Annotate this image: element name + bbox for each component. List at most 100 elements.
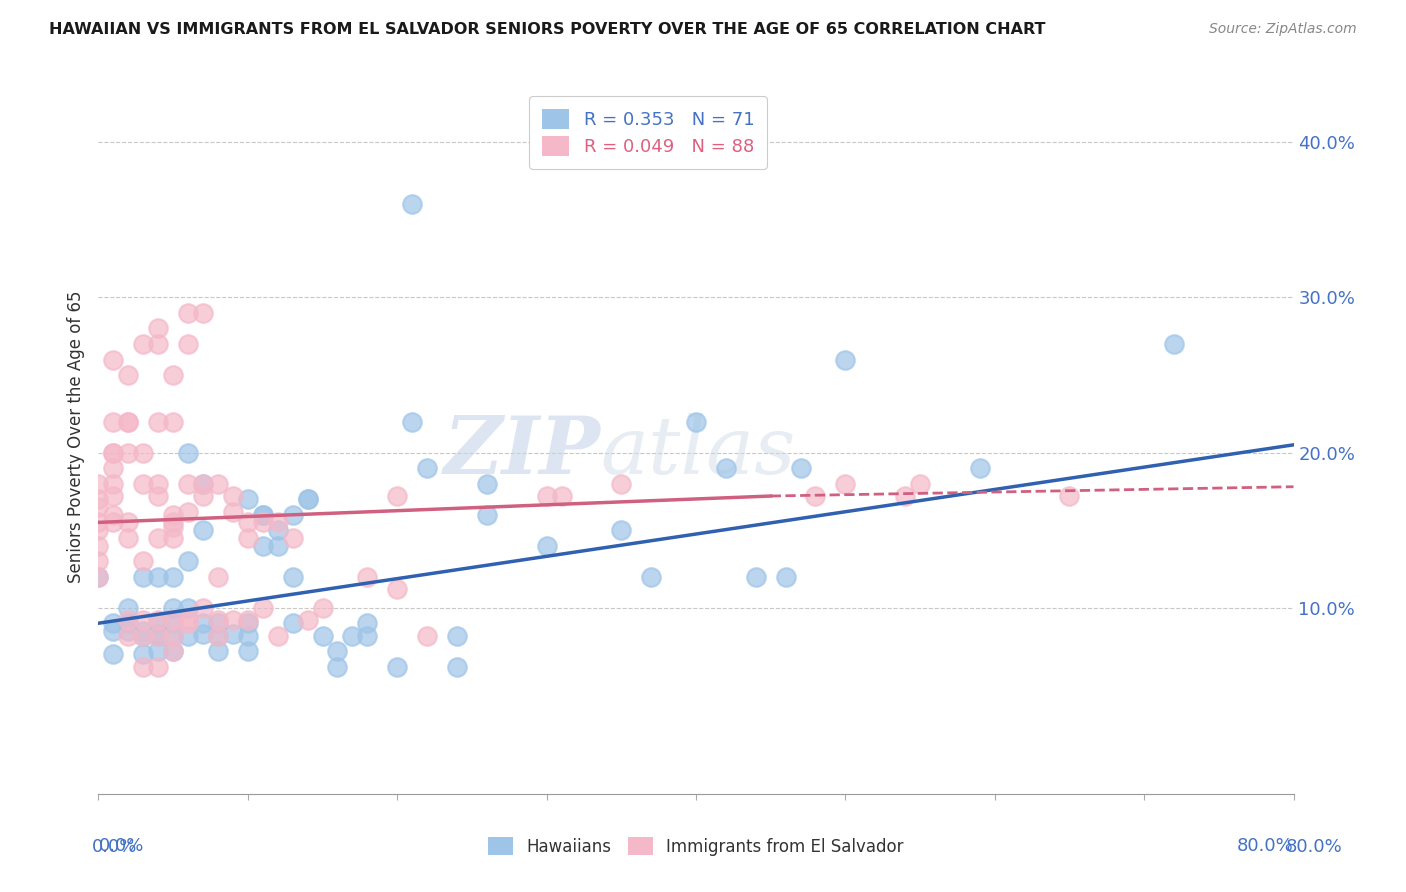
Point: [132, 647, 155, 661]
Point: [745, 570, 768, 584]
Point: [103, 508, 125, 522]
Point: [236, 492, 259, 507]
Point: [177, 613, 200, 627]
Point: [103, 415, 125, 429]
Point: [267, 629, 290, 643]
Point: [222, 489, 245, 503]
Point: [416, 629, 439, 643]
Point: [177, 504, 200, 518]
Point: [281, 570, 304, 584]
Point: [132, 570, 155, 584]
Point: [117, 368, 139, 382]
Point: [103, 461, 125, 475]
Point: [87, 554, 110, 568]
Text: 0.0%: 0.0%: [91, 838, 136, 856]
Point: [162, 570, 184, 584]
Point: [177, 476, 200, 491]
Point: [87, 516, 110, 530]
Y-axis label: Seniors Poverty Over the Age of 65: Seniors Poverty Over the Age of 65: [66, 291, 84, 583]
Point: [148, 321, 170, 335]
Point: [236, 629, 259, 643]
Point: [401, 415, 423, 429]
Point: [132, 337, 155, 351]
Point: [252, 508, 274, 522]
Point: [132, 659, 155, 673]
Legend: Hawaiians, Immigrants from El Salvador: Hawaiians, Immigrants from El Salvador: [479, 829, 912, 864]
Point: [162, 368, 184, 382]
Point: [148, 531, 170, 545]
Point: [148, 415, 170, 429]
Point: [177, 600, 200, 615]
Point: [132, 624, 155, 638]
Text: HAWAIIAN VS IMMIGRANTS FROM EL SALVADOR SENIORS POVERTY OVER THE AGE OF 65 CORRE: HAWAIIAN VS IMMIGRANTS FROM EL SALVADOR …: [49, 22, 1046, 37]
Point: [342, 629, 364, 643]
Point: [148, 337, 170, 351]
Point: [385, 659, 409, 673]
Point: [191, 616, 214, 631]
Point: [162, 613, 184, 627]
Point: [894, 489, 917, 503]
Text: Source: ZipAtlas.com: Source: ZipAtlas.com: [1209, 22, 1357, 37]
Point: [385, 489, 409, 503]
Point: [207, 629, 229, 643]
Point: [148, 629, 170, 643]
Point: [252, 516, 274, 530]
Point: [103, 647, 125, 661]
Point: [87, 476, 110, 491]
Point: [148, 613, 170, 627]
Point: [610, 476, 633, 491]
Text: 80.0%: 80.0%: [1286, 838, 1343, 856]
Point: [207, 616, 229, 631]
Point: [177, 629, 200, 643]
Point: [191, 476, 214, 491]
Point: [236, 613, 259, 627]
Point: [117, 531, 139, 545]
Point: [148, 570, 170, 584]
Point: [177, 616, 200, 631]
Point: [207, 613, 229, 627]
Point: [87, 492, 110, 507]
Text: 0.0%: 0.0%: [98, 837, 143, 855]
Point: [326, 644, 349, 658]
Point: [267, 516, 290, 530]
Point: [132, 554, 155, 568]
Point: [117, 613, 139, 627]
Point: [191, 306, 214, 320]
Point: [103, 624, 125, 638]
Point: [536, 539, 558, 553]
Point: [162, 531, 184, 545]
Point: [1163, 337, 1185, 351]
Point: [87, 570, 110, 584]
Point: [191, 476, 214, 491]
Point: [162, 600, 184, 615]
Point: [132, 629, 155, 643]
Point: [191, 627, 214, 641]
Point: [162, 644, 184, 658]
Point: [267, 539, 290, 553]
Point: [148, 659, 170, 673]
Point: [297, 492, 319, 507]
Point: [385, 582, 409, 596]
Point: [550, 489, 572, 503]
Point: [117, 629, 139, 643]
Text: atlas: atlas: [600, 413, 796, 490]
Point: [297, 613, 319, 627]
Point: [207, 476, 229, 491]
Point: [311, 629, 333, 643]
Point: [834, 476, 856, 491]
Point: [640, 570, 662, 584]
Point: [252, 539, 274, 553]
Point: [207, 570, 229, 584]
Point: [103, 445, 125, 459]
Point: [117, 600, 139, 615]
Point: [148, 616, 170, 631]
Point: [356, 570, 378, 584]
Point: [475, 508, 498, 522]
Point: [177, 306, 200, 320]
Point: [281, 531, 304, 545]
Point: [117, 516, 139, 530]
Point: [401, 197, 423, 211]
Point: [132, 629, 155, 643]
Point: [789, 461, 811, 475]
Point: [446, 629, 468, 643]
